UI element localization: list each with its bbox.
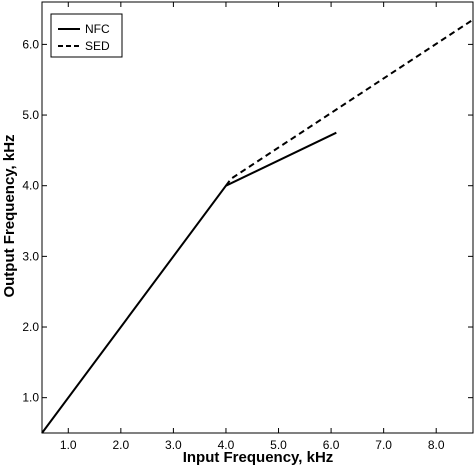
legend-label-sed: SED xyxy=(85,39,110,53)
plot-area xyxy=(41,1,474,434)
legend: NFC SED xyxy=(50,13,123,58)
x-tick-label-5: 6.0 xyxy=(323,438,340,452)
y-tick-label-3: 4.0 xyxy=(22,179,39,193)
legend-label-nfc: NFC xyxy=(85,22,110,36)
x-tick-label-2: 3.0 xyxy=(165,438,182,452)
x-tick-label-4: 5.0 xyxy=(270,438,287,452)
x-axis-label: Input Frequency, kHz xyxy=(183,449,334,466)
series-lines xyxy=(41,18,474,434)
y-tick-label-1: 2.0 xyxy=(22,320,39,334)
series-line-nfc xyxy=(41,131,337,434)
x-tick-label-0: 1.0 xyxy=(60,438,77,452)
series-line-sed xyxy=(225,18,474,187)
tick-marks xyxy=(42,2,473,433)
y-axis-label: Output Frequency, kHz xyxy=(1,134,18,297)
y-tick-label-0: 1.0 xyxy=(22,391,39,405)
x-tick-label-6: 7.0 xyxy=(375,438,392,452)
x-tick-label-3: 4.0 xyxy=(218,438,235,452)
y-tick-label-4: 5.0 xyxy=(22,108,39,122)
tick-labels: 1.0 2.0 3.0 4.0 5.0 6.0 7.0 8.0 1.0 2.0 3.0 4.0 5.0 6… xyxy=(22,37,445,452)
x-tick-label-7: 8.0 xyxy=(428,438,445,452)
x-tick-label-1: 2.0 xyxy=(112,438,129,452)
legend-box xyxy=(50,13,123,58)
y-tick-label-2: 3.0 xyxy=(22,249,39,263)
y-tick-label-5: 6.0 xyxy=(22,37,39,51)
